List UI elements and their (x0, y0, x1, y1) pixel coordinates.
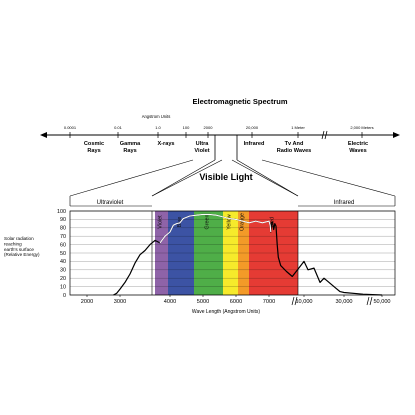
y-axis-label: Solar radiation reaching earth's surface (R… (4, 236, 40, 257)
band-label: Cosmic (84, 141, 104, 147)
scale-arrow-left-icon (40, 132, 47, 138)
x-tick-label: 7000 (263, 299, 275, 305)
visible-light-title: Visible Light (199, 172, 252, 182)
band-label: Tv And (285, 141, 304, 147)
spectrum-title: Electromagnetic Spectrum (192, 97, 287, 106)
scale-ticks: 0.0001 0.01 1.0 100 2000 20,000 1 Meter 2,000 M… (64, 125, 374, 138)
region-label-infrared: Infrared (334, 200, 355, 206)
x-axis-break-mark (294, 296, 298, 306)
band-label: Rays (87, 148, 100, 154)
y-tick-label: 0 (63, 293, 66, 299)
visible-band-label: Orange (240, 213, 246, 231)
visible-band-label: Green (205, 215, 211, 230)
visible-band-label: Violet (158, 215, 164, 229)
expansion-line (261, 159, 396, 197)
expansion-line (236, 159, 299, 197)
x-ticks: 2000 3000 4000 5000 6000 7000 10,000 30,000 50,0… (81, 295, 391, 305)
x-tick-label: 4000 (164, 299, 176, 305)
x-tick-label: 30,000 (335, 299, 352, 305)
scale-tick-label: 0.0001 (64, 125, 77, 130)
scale-arrow-right-icon (393, 132, 400, 138)
x-axis-break-mark (291, 296, 295, 306)
band-label: Rays (123, 148, 136, 154)
y-tick-label: 60 (60, 242, 66, 248)
band-label: Gamma (120, 141, 141, 147)
scale-tick-label: 1 Meter (291, 125, 305, 130)
band-label: Electric (348, 141, 368, 147)
y-tick-label: 10 (60, 284, 66, 290)
expansion-line (69, 159, 194, 197)
x-tick-label: 6000 (230, 299, 242, 305)
expansion-line (151, 159, 216, 197)
energy-curve (113, 213, 383, 296)
y-tick-label: 40 (60, 259, 66, 265)
band-label: Violet (194, 148, 209, 154)
x-tick-label: 50,000 (373, 299, 390, 305)
band-label: Infrared (244, 141, 265, 147)
x-tick-label: 10,000 (295, 299, 312, 305)
y-tick-label: 100 (57, 209, 66, 215)
visible-band-label: Yellow (227, 214, 233, 229)
scale-tick-label: 0.01 (114, 125, 123, 130)
x-axis-label: Wave Length (Angstrom Units) (192, 309, 261, 315)
energy-curve-visible-segment (159, 213, 272, 244)
y-tick-label: 30 (60, 268, 66, 274)
x-tick-label: 3000 (114, 299, 126, 305)
y-tick-label: 20 (60, 276, 66, 282)
y-tick-label: 50 (60, 251, 66, 257)
y-tick-label: 90 (60, 217, 66, 223)
scale-break-mark (324, 130, 328, 140)
x-tick-label: 2000 (81, 299, 93, 305)
band-label: Waves (349, 148, 367, 154)
scale-tick-label: 2,000 Meters (350, 125, 373, 130)
scale-tick-label: 1.0 (155, 125, 161, 130)
region-label-ultraviolet: Ultraviolet (97, 200, 124, 206)
expansion-line (231, 159, 299, 197)
scale-tick-label: 20,000 (246, 125, 259, 130)
scale-break-mark (321, 130, 325, 140)
band-label: Ultra (196, 141, 210, 147)
band-label: Radio Waves (277, 148, 312, 154)
scale-tick-label: 100 (183, 125, 190, 130)
band-label: X-rays (157, 141, 174, 147)
y-tick-label: 80 (60, 226, 66, 232)
y-tick-label: 70 (60, 234, 66, 240)
scale-tick-label: 2000 (204, 125, 214, 130)
scale-unit-label: Angstrom Units (142, 114, 171, 119)
x-tick-label: 5000 (197, 299, 209, 305)
x-axis-break-mark (369, 296, 373, 306)
x-axis-break-mark (366, 296, 370, 306)
expansion-line (151, 159, 223, 197)
